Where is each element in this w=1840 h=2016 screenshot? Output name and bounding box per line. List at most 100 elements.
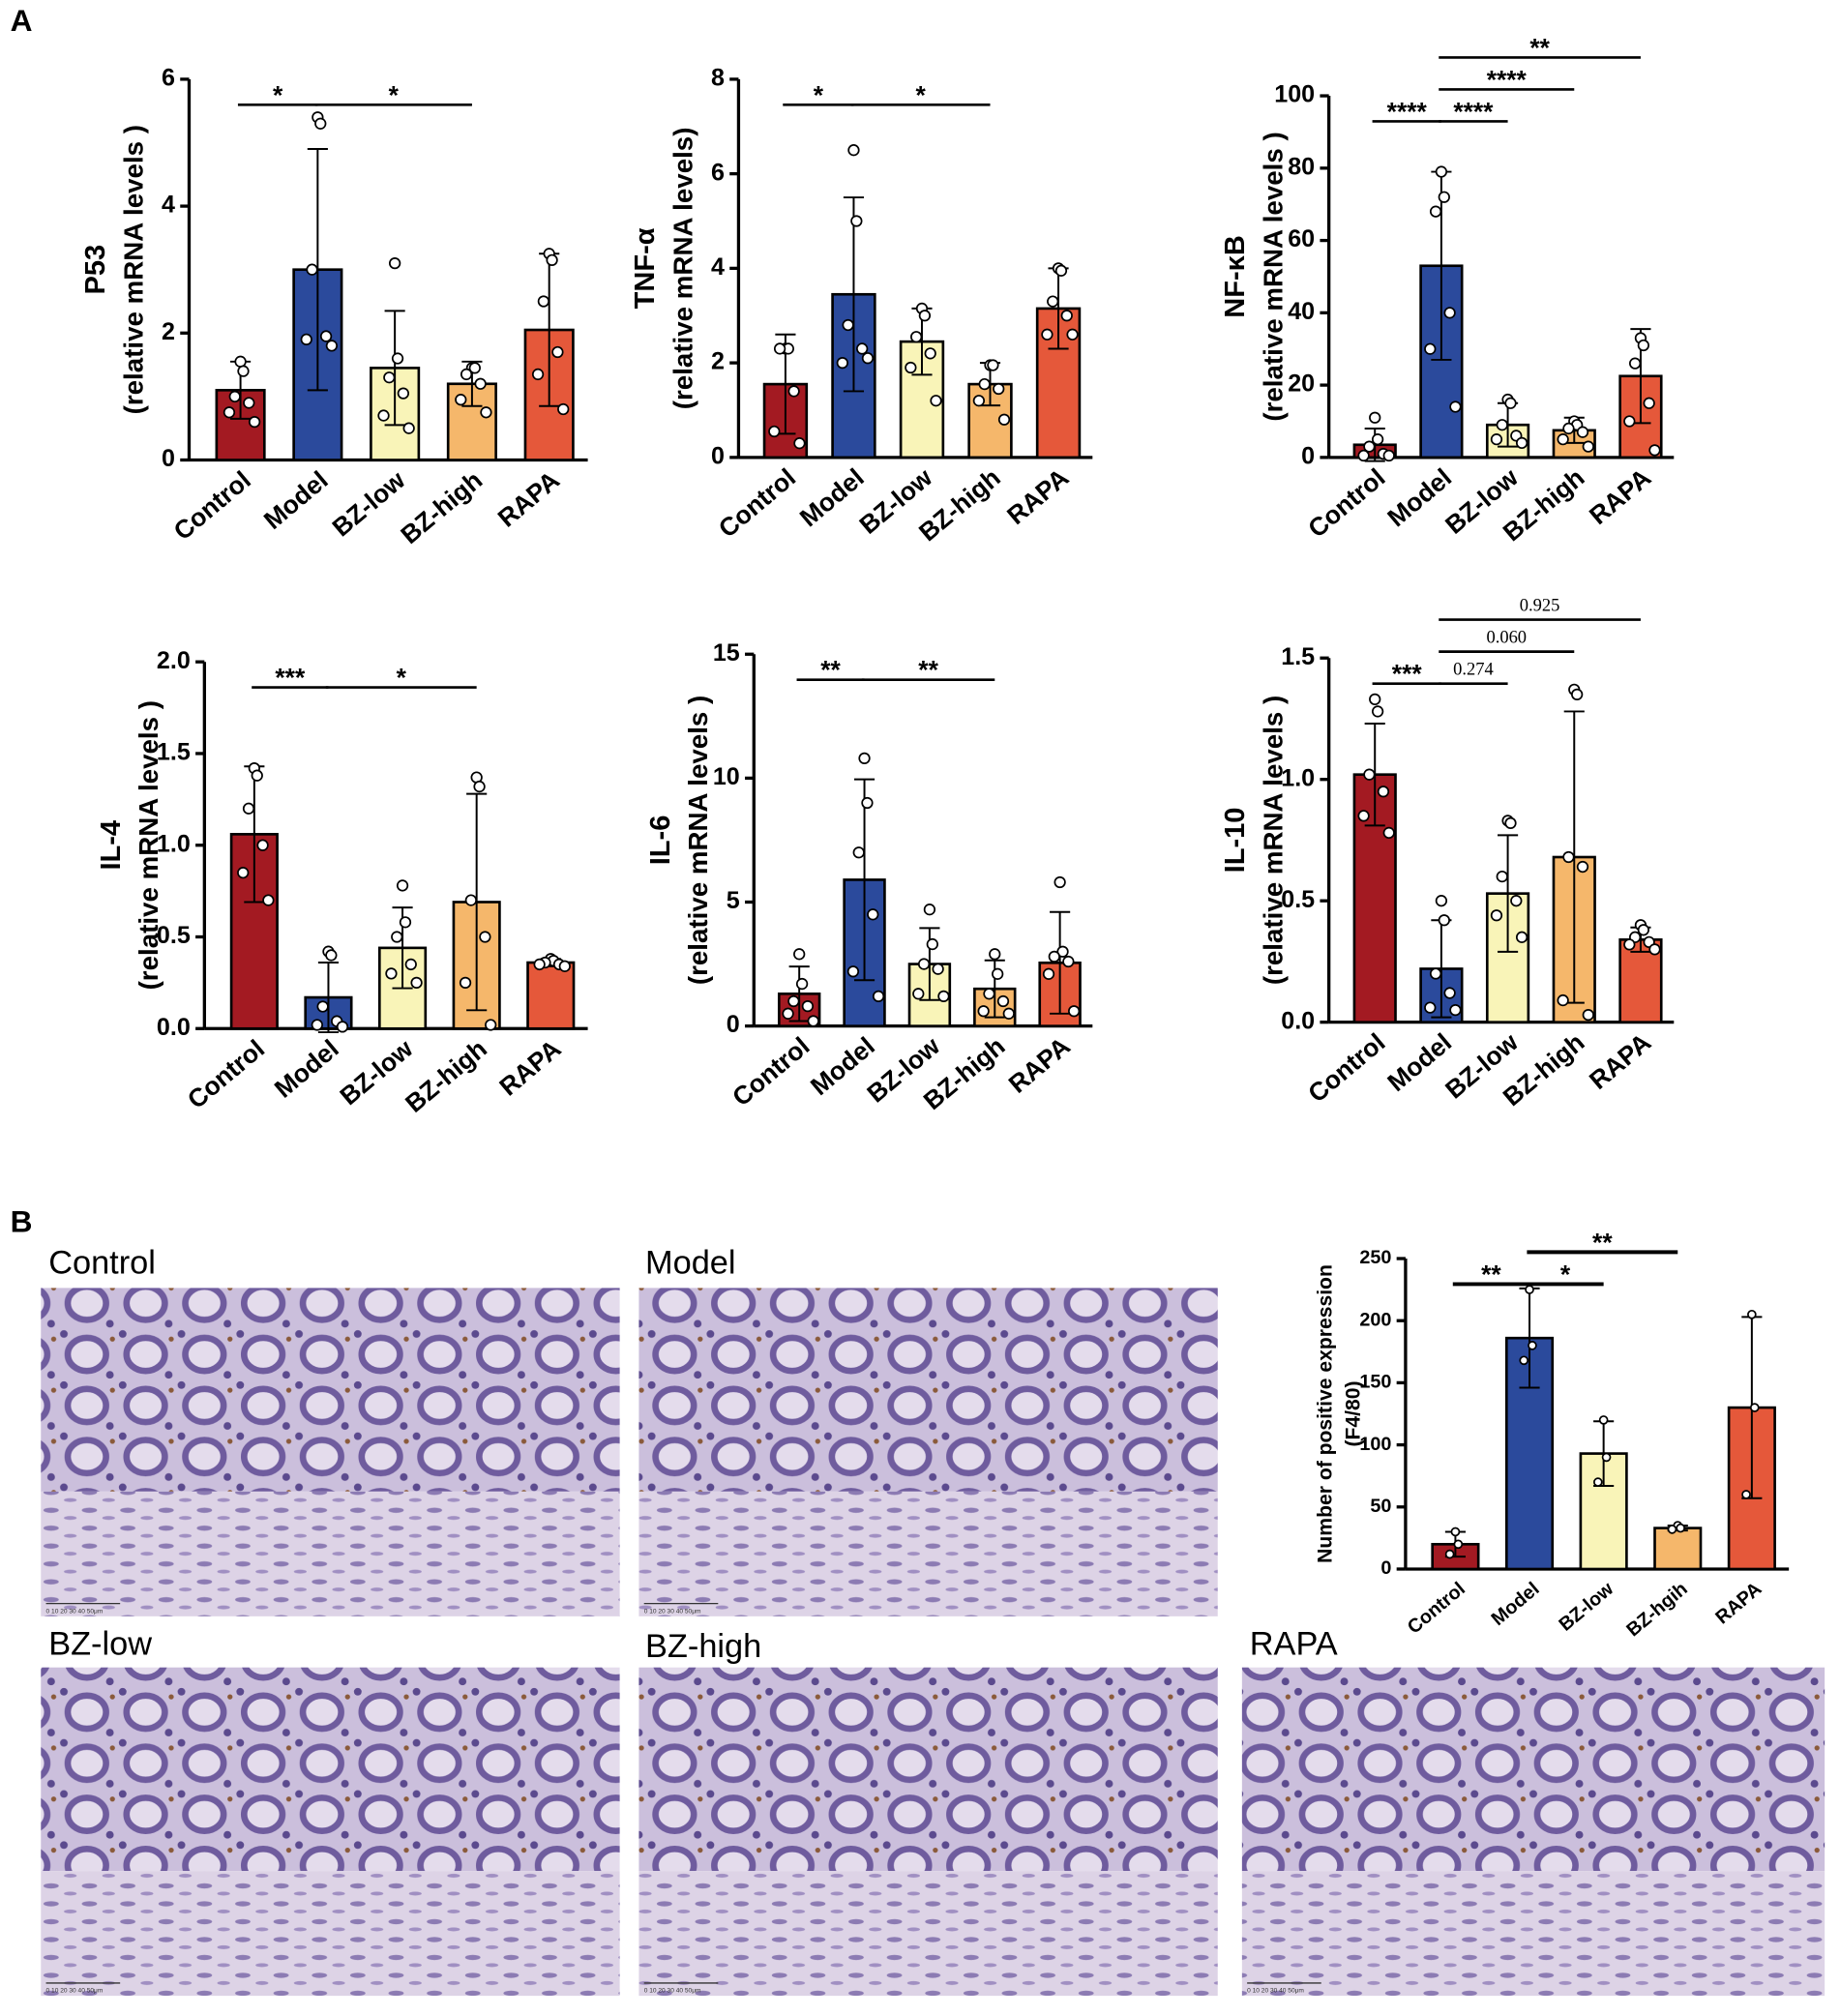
data-point: [460, 368, 473, 381]
data-point: [300, 333, 312, 345]
tissue-muscle: [1241, 1871, 1825, 1997]
data-point: [1449, 400, 1462, 413]
tissue-muscle: [41, 1491, 620, 1616]
y-tick-label: 4: [162, 192, 175, 219]
data-point: [861, 352, 875, 365]
data-point: [1377, 786, 1390, 798]
data-point: [1648, 444, 1661, 457]
data-point: [1438, 191, 1450, 203]
y-tick-label: 0: [711, 442, 725, 469]
x-tick-label: Model: [269, 1034, 344, 1104]
panel-label: B: [11, 1204, 33, 1239]
data-point: [937, 990, 950, 1003]
y-tick-label: 2.0: [157, 647, 191, 674]
data-point: [1363, 768, 1376, 781]
data-point: [987, 359, 999, 371]
data-point: [1060, 310, 1073, 322]
significance-label: *: [273, 80, 283, 109]
data-point: [972, 395, 986, 407]
y-tick-label: 1.5: [1281, 643, 1315, 670]
image-caption: RAPA: [1250, 1625, 1338, 1662]
data-point: [248, 415, 261, 429]
error-bar: [788, 965, 810, 1023]
data-point: [242, 802, 255, 815]
data-point: [1438, 914, 1450, 927]
y-tick-label: 0.5: [1281, 886, 1315, 913]
data-point: [473, 780, 486, 793]
scale-bar-label: 0 10 20 30 40 50μm: [46, 1988, 104, 1995]
data-point: [1504, 816, 1517, 830]
tissue-muscle: [41, 1871, 620, 1997]
data-point: [1515, 436, 1528, 450]
data-point: [377, 409, 390, 422]
data-point: [768, 425, 781, 438]
data-point: [1528, 1341, 1537, 1350]
data-point: [842, 318, 854, 332]
data-point: [850, 215, 863, 227]
data-point: [385, 967, 398, 980]
data-point: [237, 365, 250, 377]
x-tick-label: RAPA: [1711, 1578, 1766, 1628]
panel-label: A: [11, 3, 33, 38]
y-axis-label: Number of positive expression: [1315, 1264, 1337, 1563]
data-point: [251, 769, 263, 782]
y-tick-label: 0.0: [157, 1014, 191, 1041]
significance-label: *: [397, 664, 407, 693]
data-point: [989, 948, 1001, 961]
data-point: [787, 385, 800, 398]
data-point: [1571, 688, 1584, 701]
data-point: [1562, 422, 1575, 435]
data-point: [1576, 426, 1589, 438]
data-point: [1749, 1403, 1760, 1412]
data-point: [782, 1007, 794, 1020]
data-point: [474, 377, 487, 390]
data-point: [1667, 1525, 1677, 1534]
x-tick-label: RAPA: [492, 465, 565, 533]
data-point: [836, 356, 848, 370]
x-tick-label: Control: [182, 1034, 270, 1114]
data-point: [1424, 342, 1437, 355]
error-bar: [384, 310, 405, 427]
data-point: [459, 976, 472, 990]
data-point: [243, 397, 255, 409]
data-point: [1363, 440, 1376, 453]
data-point: [1048, 950, 1060, 964]
y-tick-label: 20: [1288, 371, 1315, 398]
tissue-epithelium: [41, 1667, 620, 1872]
data-point: [316, 1000, 329, 1013]
tissue-epithelium: [638, 1288, 1218, 1492]
significance-label: **: [918, 656, 938, 685]
data-point: [319, 330, 333, 342]
significance-label: ****: [1387, 98, 1428, 127]
y-axis-label: (relative mRNA levels): [668, 128, 697, 410]
data-point: [1357, 449, 1370, 462]
data-point: [399, 916, 412, 929]
data-point: [546, 253, 558, 266]
y-tick-label: 0: [162, 445, 175, 472]
data-point: [325, 340, 339, 352]
data-point: [228, 390, 241, 403]
y-axis-label: (F4/80): [1343, 1380, 1365, 1446]
y-tick-label: 0: [727, 1011, 740, 1038]
data-point: [1582, 440, 1594, 453]
data-point: [1068, 1005, 1081, 1018]
data-point: [773, 342, 786, 355]
data-point: [1047, 295, 1059, 308]
data-point: [997, 413, 1011, 426]
significance-label: **: [1592, 1228, 1613, 1257]
data-point: [256, 839, 269, 851]
data-point: [917, 958, 931, 970]
significance-label: **: [820, 656, 841, 685]
error-bar: [1050, 910, 1071, 1015]
y-axis-label: (relative mRNA levels ): [118, 125, 148, 414]
y-tick-label: 1.5: [157, 739, 191, 766]
data-point: [1601, 1452, 1612, 1463]
data-point: [1371, 705, 1384, 718]
y-tick-label: 0: [1380, 1557, 1391, 1579]
y-axis-label: IL-6: [645, 815, 676, 866]
data-point: [1435, 895, 1448, 907]
image-caption: Model: [645, 1245, 735, 1282]
significance-label: 0.925: [1520, 596, 1560, 615]
